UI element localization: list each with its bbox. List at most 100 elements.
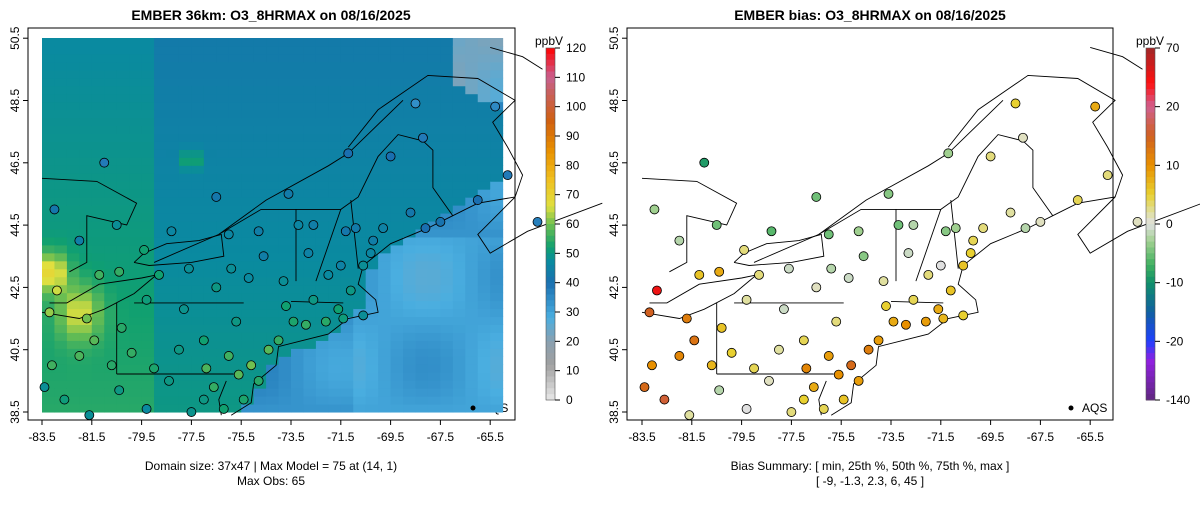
model-grid-cell — [91, 61, 105, 71]
station-point — [901, 319, 911, 330]
station-point — [301, 319, 311, 330]
model-grid-cell — [477, 308, 491, 318]
station-point — [754, 269, 764, 280]
model-grid-cell — [104, 125, 118, 134]
model-grid-cell — [427, 380, 441, 389]
model-grid-cell — [203, 324, 217, 333]
model-grid-cell — [166, 189, 180, 198]
model-grid-cell — [477, 213, 491, 222]
model-grid-cell — [166, 61, 180, 71]
model-grid-cell — [291, 284, 304, 294]
model-grid-cell — [129, 213, 143, 222]
model-grid-cell — [66, 45, 80, 55]
model-grid-cell — [228, 101, 242, 111]
station-point — [338, 313, 349, 324]
model-grid-cell — [340, 205, 354, 214]
model-grid-cell — [91, 284, 105, 294]
model-grid-cell — [291, 93, 304, 103]
colorbar-tick-label: 0 — [1166, 217, 1173, 231]
colorbar-swatch — [546, 147, 555, 155]
station-point — [853, 375, 864, 386]
model-grid-cell — [253, 308, 267, 318]
station-point — [811, 282, 822, 293]
model-grid-cell — [191, 117, 205, 127]
model-grid-cell — [353, 125, 367, 134]
model-grid-cell — [253, 157, 267, 166]
model-grid-cell — [291, 300, 304, 310]
model-grid-cell — [403, 53, 416, 63]
model-grid-cell — [42, 38, 55, 47]
x-tick-label: -81.5 — [78, 430, 106, 444]
model-grid-cell — [303, 69, 317, 79]
model-grid-cell — [228, 197, 242, 206]
model-grid-cell — [79, 173, 93, 182]
model-grid-cell — [203, 268, 217, 278]
model-grid-cell — [166, 85, 180, 95]
model-grid-cell — [266, 213, 280, 222]
model-grid-cell — [340, 340, 354, 349]
model-grid-cell — [378, 364, 392, 373]
model-grid-cell — [216, 109, 230, 119]
model-grid-cell — [203, 181, 217, 190]
model-grid-cell — [104, 292, 118, 302]
model-grid-cell — [353, 109, 367, 119]
model-grid-cell — [42, 228, 55, 238]
model-grid-cell — [390, 173, 404, 182]
station-point — [198, 335, 209, 346]
model-grid-cell — [303, 149, 317, 158]
model-grid-cell — [241, 221, 255, 230]
colorbar-swatch — [1146, 335, 1155, 342]
model-grid-cell — [66, 372, 80, 381]
model-grid-cell — [91, 125, 105, 134]
model-grid-cell — [129, 364, 143, 373]
model-grid-cell — [54, 221, 68, 230]
model-grid-cell — [79, 141, 93, 150]
model-grid-cell — [353, 38, 367, 47]
model-grid-cell — [216, 348, 230, 357]
model-grid-cell — [465, 260, 479, 270]
model-grid-cell — [191, 165, 205, 174]
model-grid-cell — [291, 157, 304, 166]
model-colorbar-unit: ppbV — [535, 34, 563, 48]
model-grid-cell — [378, 388, 392, 397]
model-grid-cell — [477, 149, 491, 158]
model-grid-cell — [79, 189, 93, 198]
model-grid-cell — [291, 348, 304, 357]
station-point — [201, 363, 212, 374]
model-grid-cell — [266, 268, 280, 278]
y-tick-label: 44.5 — [607, 213, 621, 237]
station-point — [808, 382, 819, 393]
model-grid-cell — [42, 316, 55, 325]
model-grid-cell — [154, 404, 167, 413]
model-grid-cell — [91, 149, 105, 158]
model-grid-cell — [154, 149, 167, 158]
model-grid-cell — [415, 125, 429, 134]
model-grid-cell — [403, 252, 416, 262]
model-grid-cell — [104, 77, 118, 87]
model-grid-cell — [390, 292, 404, 302]
model-grid-cell — [54, 109, 68, 119]
station-point — [532, 217, 543, 227]
station-point — [811, 192, 822, 202]
model-grid-cell — [166, 324, 180, 333]
model-grid-cell — [378, 356, 392, 365]
model-grid-cell — [203, 396, 217, 405]
model-grid-cell — [166, 348, 180, 357]
model-grid-cell — [129, 316, 143, 325]
model-grid-cell — [154, 388, 167, 397]
model-grid-cell — [278, 181, 292, 190]
model-grid-cell — [228, 85, 242, 95]
model-grid-cell — [66, 53, 80, 63]
model-grid-cell — [241, 77, 255, 87]
model-grid-cell — [340, 292, 354, 302]
model-grid-cell — [216, 388, 230, 397]
model-grid-cell — [490, 149, 504, 158]
model-grid-cell — [303, 109, 317, 119]
model-grid-cell — [91, 38, 105, 47]
model-grid-cell — [477, 205, 491, 214]
model-grid-cell — [427, 268, 441, 278]
model-grid-cell — [490, 173, 504, 182]
model-grid-cell — [266, 141, 280, 150]
y-tick-label: 40.5 — [8, 338, 22, 362]
station-point — [246, 360, 257, 371]
